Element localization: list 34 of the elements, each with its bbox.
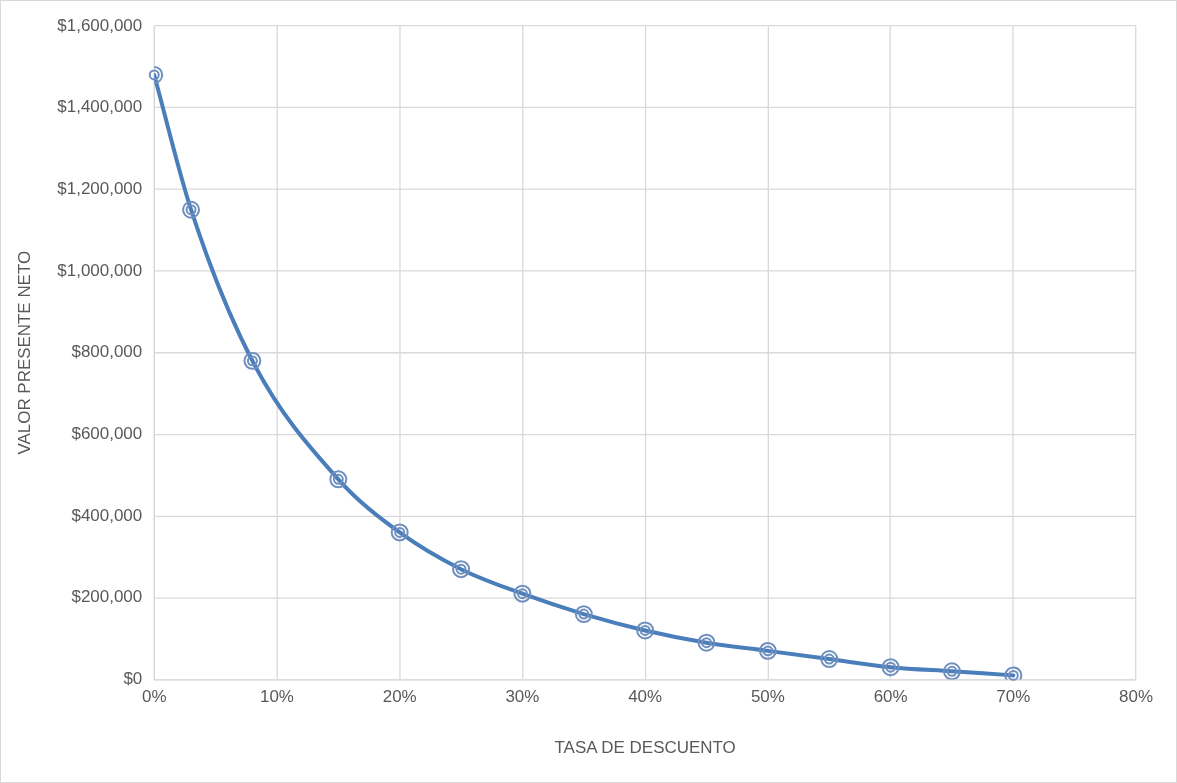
x-tick-label: 60% xyxy=(873,687,908,707)
point xyxy=(1004,666,1023,681)
y-tick-label: $1,200,000 xyxy=(57,179,143,198)
x-tick-label: 20% xyxy=(382,687,417,707)
point xyxy=(942,662,961,680)
x-tick-label: 30% xyxy=(505,687,540,707)
point xyxy=(820,650,839,669)
y-tick-label: $1,600,000 xyxy=(57,15,143,35)
y-tick-label: $800,000 xyxy=(71,342,143,362)
y-axis-title: VALOR PRESENTE NETO xyxy=(14,250,34,455)
x-tick-label: 70% xyxy=(996,687,1031,707)
y-tick-label: $200,000 xyxy=(71,587,143,607)
point xyxy=(452,560,471,579)
point xyxy=(636,621,655,640)
y-tick-label: $1,400,000 xyxy=(57,97,143,117)
x-tick-label: 10% xyxy=(259,687,294,707)
point xyxy=(574,605,593,624)
x-tick-label: 40% xyxy=(628,687,663,707)
x-axis-title: TASA DE DESCUENTO xyxy=(554,737,736,757)
point xyxy=(182,200,201,219)
point xyxy=(513,584,532,603)
point xyxy=(758,641,777,660)
point xyxy=(390,523,409,542)
point xyxy=(697,633,716,652)
x-tick-label: 50% xyxy=(750,687,785,707)
y-tick-label: $400,000 xyxy=(71,505,143,525)
point xyxy=(243,351,262,370)
x-tick-label: 0% xyxy=(141,687,167,707)
x-tick-label: 80% xyxy=(1119,687,1154,707)
point xyxy=(881,658,900,677)
point xyxy=(329,470,348,489)
y-tick-label: $1,000,000 xyxy=(57,260,143,280)
y-tick-label: $0 xyxy=(123,669,143,689)
y-tick-label: $600,000 xyxy=(71,424,143,444)
